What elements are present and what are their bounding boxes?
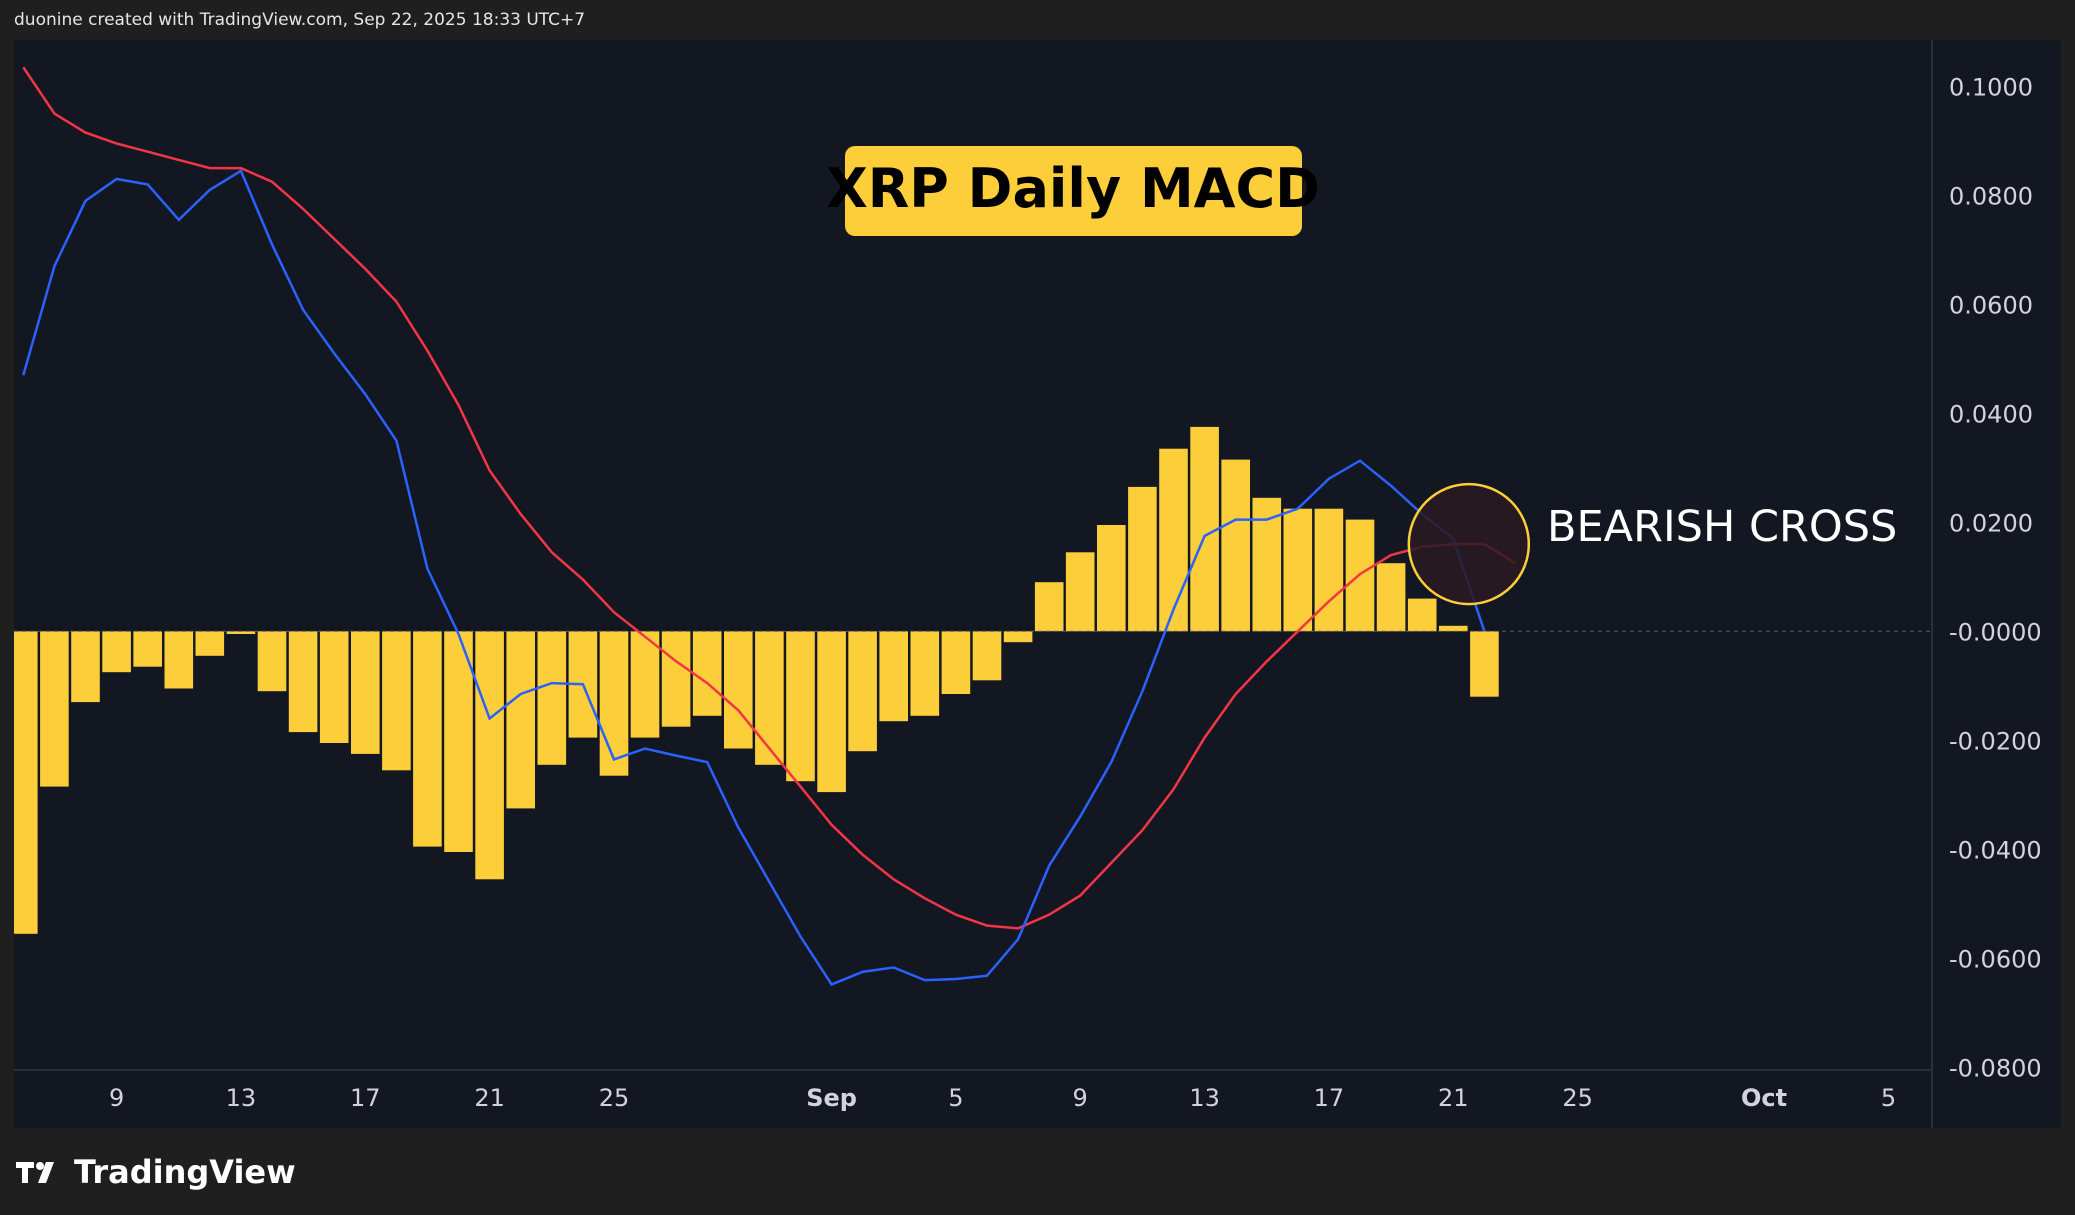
histogram-bar [817, 631, 846, 793]
histogram-bar [257, 631, 287, 692]
histogram-bar [972, 631, 1002, 681]
histogram-bar [413, 631, 442, 847]
y-tick-label: 0.1000 [1949, 73, 2033, 101]
y-tick-label: 0.0400 [1949, 400, 2033, 428]
x-tick-label: 9 [1073, 1084, 1088, 1112]
histogram-bar [14, 631, 38, 934]
chart-title-background [845, 146, 1302, 236]
histogram-bar [319, 631, 349, 743]
histogram-bar [102, 631, 131, 673]
histogram-bar [941, 631, 971, 694]
bearish-cross-label: BEARISH CROSS [1547, 502, 1897, 552]
y-axis[interactable]: 0.1000 0.0800 0.0600 0.0400 0.0200 -0.0000 -0.… [1949, 73, 2042, 1082]
y-tick-label: 0.0800 [1949, 182, 2033, 210]
histogram-bar [71, 631, 100, 703]
bearish-cross-marker [1407, 482, 1531, 606]
tradingview-logo-icon [16, 1162, 54, 1183]
histogram-bar [444, 631, 473, 852]
histogram-bar [164, 631, 194, 689]
signal-line [22, 66, 1517, 930]
macd-chart[interactable]: 0.1000 0.0800 0.0600 0.0400 0.0200 -0.0000 -0.… [14, 40, 2061, 1128]
histogram-bar [475, 631, 504, 880]
attribution-text: duonine created with TradingView.com, Se… [14, 10, 586, 30]
histogram-bar [724, 631, 753, 749]
y-tick-label: -0.0600 [1949, 945, 2042, 973]
footer-logo[interactable]: TradingView [16, 1153, 296, 1191]
y-tick-label: -0.0400 [1949, 836, 2042, 864]
x-tick-label: 9 [109, 1084, 124, 1112]
histogram-bar [1252, 497, 1282, 632]
x-tick-label: 21 [474, 1084, 505, 1112]
histogram-bar [1221, 459, 1250, 632]
histogram-bar [630, 631, 660, 738]
histogram-bar [1065, 552, 1095, 632]
histogram-bar [1470, 631, 1499, 697]
histogram-bar [40, 631, 69, 787]
histogram-bar [537, 631, 567, 765]
y-tick-label: -0.0800 [1949, 1054, 2042, 1082]
chart-panel[interactable]: 0.1000 0.0800 0.0600 0.0400 0.0200 -0.0000 -0.… [14, 40, 2061, 1128]
histogram-bar [1314, 508, 1344, 632]
histogram-bars [14, 426, 1499, 934]
x-tick-label: Oct [1741, 1084, 1787, 1112]
histogram-bar [786, 631, 815, 782]
histogram-bar [133, 631, 162, 667]
histogram-bar [1439, 625, 1468, 632]
y-tick-label: 0.0200 [1949, 509, 2033, 537]
chart-title: XRP Daily MACD [826, 157, 1320, 220]
x-axis[interactable]: 9 13 17 21 25 Sep 5 9 13 17 21 25 Oct 5 [109, 1084, 1896, 1112]
histogram-bar [1034, 582, 1064, 632]
histogram-bar [599, 631, 629, 776]
x-tick-label: 25 [1562, 1084, 1593, 1112]
histogram-bar [195, 631, 225, 656]
x-tick-label: 13 [1189, 1084, 1220, 1112]
x-tick-label: 5 [1881, 1084, 1896, 1112]
x-tick-label: 21 [1438, 1084, 1469, 1112]
histogram-bar [910, 631, 940, 716]
x-tick-label: Sep [806, 1084, 857, 1112]
x-tick-label: 13 [226, 1084, 257, 1112]
histogram-bar [1128, 486, 1157, 632]
histogram-bar [755, 631, 784, 765]
x-tick-label: 25 [599, 1084, 630, 1112]
histogram-bar [288, 631, 318, 733]
histogram-bar [692, 631, 722, 716]
chart-title-box: XRP Daily MACD [826, 146, 1320, 236]
histogram-bar [879, 631, 908, 722]
histogram-bar [848, 631, 877, 752]
histogram-bar [351, 631, 380, 754]
y-tick-label: -0.0000 [1949, 618, 2042, 646]
x-tick-label: 5 [948, 1084, 963, 1112]
x-tick-label: 17 [1314, 1084, 1345, 1112]
histogram-bar [1159, 448, 1188, 632]
y-tick-label: 0.0600 [1949, 291, 2033, 319]
histogram-bar [1376, 563, 1406, 632]
histogram-bar [1003, 631, 1033, 643]
histogram-bar [1407, 598, 1437, 632]
histogram-bar [226, 631, 256, 634]
histogram-bar [1097, 525, 1126, 632]
histogram-bar [382, 631, 411, 771]
macd-line [22, 168, 1486, 986]
histogram-bar [506, 631, 535, 809]
histogram-bar [1190, 426, 1219, 632]
x-tick-label: 17 [350, 1084, 381, 1112]
histogram-bar [1283, 508, 1313, 632]
histogram-bar [661, 631, 691, 727]
footer-brand: TradingView [74, 1153, 296, 1191]
y-tick-label: -0.0200 [1949, 727, 2042, 755]
